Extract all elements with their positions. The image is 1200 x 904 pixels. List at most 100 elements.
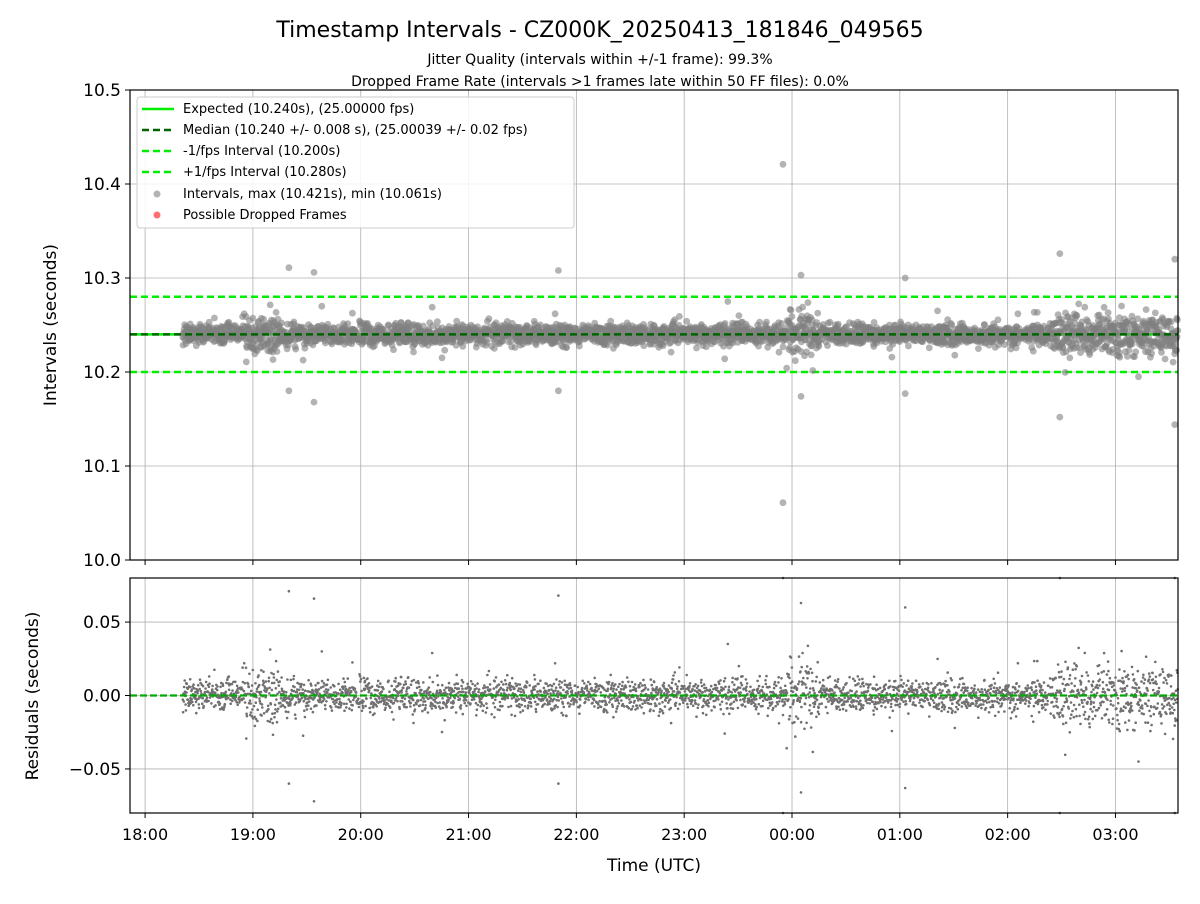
legend-label-expected: Expected (10.240s), (25.00000 fps) [183, 102, 414, 117]
residual-point [278, 680, 281, 683]
residual-point [429, 705, 432, 708]
residual-point [265, 680, 268, 683]
residual-point [269, 720, 272, 723]
residual-point [655, 686, 658, 689]
residual-point [386, 703, 389, 706]
legend-label-median: Median (10.240 +/- 0.008 s), (25.00039 +… [183, 123, 528, 138]
interval-point [756, 319, 763, 326]
residual-point [323, 698, 326, 701]
residual-point [679, 691, 682, 694]
residual-point [570, 687, 573, 690]
residual-point [250, 690, 253, 693]
interval-point [808, 352, 815, 359]
residual-point [445, 706, 448, 709]
residual-point [667, 691, 670, 694]
residual-point [214, 704, 217, 707]
residual-point [600, 691, 603, 694]
residual-point [670, 687, 673, 690]
interval-point [1073, 312, 1080, 319]
residual-point [315, 704, 318, 707]
residual-point [307, 704, 310, 707]
residual-point [231, 700, 234, 703]
residual-point [652, 710, 655, 713]
residual-point [182, 711, 185, 714]
interval-point [1066, 355, 1073, 362]
interval-point [824, 342, 831, 349]
residual-point [471, 683, 474, 686]
residual-point [659, 687, 662, 690]
residual-point [503, 689, 506, 692]
residual-point [304, 716, 307, 719]
residual-point [535, 710, 538, 713]
residual-point [269, 648, 272, 651]
interval-point [1170, 359, 1177, 366]
residual-point [274, 712, 277, 715]
residual-point [649, 708, 652, 711]
residual-point [308, 700, 311, 703]
residual-point [611, 682, 614, 685]
residual-point [495, 676, 498, 679]
residual-point [255, 701, 258, 704]
residual-point [468, 692, 471, 695]
residual-point [591, 702, 594, 705]
residual-point [548, 703, 551, 706]
residual-point [626, 676, 629, 679]
residual-point [219, 702, 222, 705]
residual-point [236, 685, 239, 688]
residual-point [440, 690, 443, 693]
residual-point [400, 676, 403, 679]
residual-point [435, 697, 438, 700]
intervals-y-tick-label: 10.2 [83, 363, 121, 383]
residual-point [216, 685, 219, 688]
residual-point [442, 707, 445, 710]
residual-point [674, 683, 677, 686]
residual-point [643, 712, 646, 715]
residual-point [330, 706, 333, 709]
residual-point [211, 685, 214, 688]
residual-point [455, 674, 458, 677]
residual-point [494, 706, 497, 709]
residual-point [418, 686, 421, 689]
residual-point [219, 686, 222, 689]
residual-point [508, 693, 511, 696]
residual-point [597, 688, 600, 691]
residual-point [625, 686, 628, 689]
residual-point [507, 706, 510, 709]
residual-point [332, 698, 335, 701]
residual-point [606, 711, 609, 714]
residual-point [628, 698, 631, 701]
residual-point [439, 707, 442, 710]
residual-point [383, 699, 386, 702]
legend-item-median: Median (10.240 +/- 0.008 s), (25.00039 +… [142, 123, 528, 138]
residual-point [258, 697, 261, 700]
residual-point [278, 691, 281, 694]
residual-point [517, 698, 520, 701]
residual-point [285, 710, 288, 713]
residual-point [670, 722, 673, 725]
residual-point [474, 684, 477, 687]
residual-point [201, 702, 204, 705]
residual-point [486, 707, 489, 710]
residual-point [271, 712, 274, 715]
residual-point [273, 716, 276, 719]
interval-point [783, 365, 790, 372]
residual-point [365, 698, 368, 701]
residual-point [672, 674, 675, 677]
residual-point [600, 706, 603, 709]
residual-point [470, 680, 473, 683]
residual-point [293, 686, 296, 689]
intervals-y-tick-label: 10.3 [83, 269, 121, 289]
residual-point [477, 704, 480, 707]
residual-point [651, 684, 654, 687]
residual-point [479, 705, 482, 708]
residual-point [197, 684, 200, 687]
residual-point [375, 705, 378, 708]
interval-point [889, 354, 896, 361]
residual-point [259, 700, 262, 703]
residual-point [682, 687, 685, 690]
residual-point [593, 705, 596, 708]
residual-point [534, 678, 537, 681]
residual-point [556, 706, 559, 709]
residual-point [517, 689, 520, 692]
